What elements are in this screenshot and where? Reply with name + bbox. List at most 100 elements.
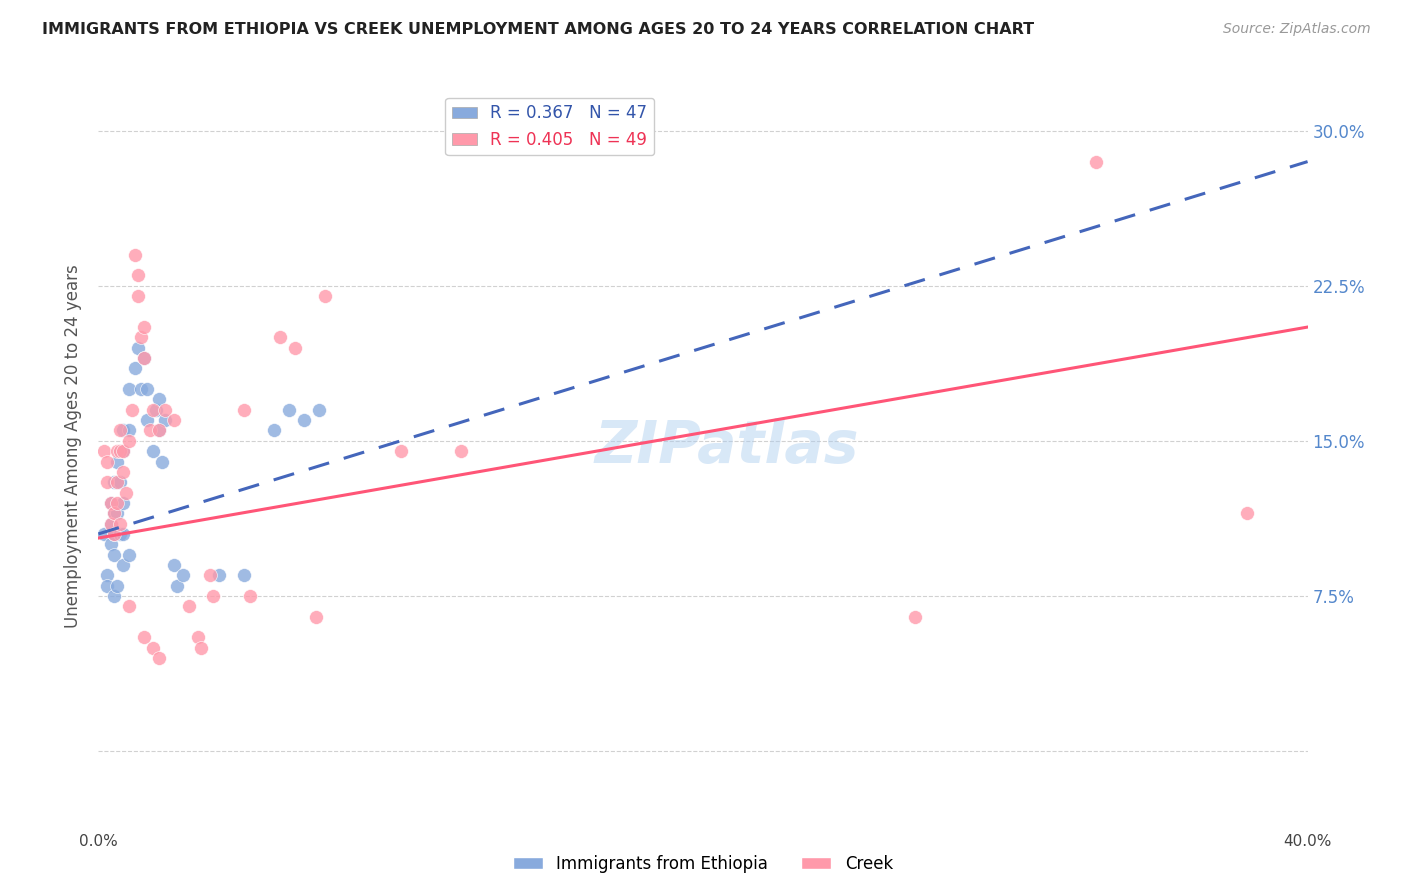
Point	[127, 268, 149, 283]
Point	[93, 527, 115, 541]
Point	[163, 413, 186, 427]
Point	[1236, 506, 1258, 520]
Text: 40.0%: 40.0%	[1284, 834, 1331, 849]
Point	[96, 454, 118, 468]
Point	[179, 599, 201, 614]
Point	[118, 382, 141, 396]
Point	[108, 444, 131, 458]
Point	[108, 475, 131, 490]
Point	[103, 506, 125, 520]
Point	[103, 548, 125, 562]
Point	[127, 289, 149, 303]
Point	[163, 558, 186, 572]
Point	[129, 330, 152, 344]
Point	[121, 402, 143, 417]
Point	[308, 402, 330, 417]
Point	[111, 496, 134, 510]
Point	[145, 402, 167, 417]
Point	[105, 454, 128, 468]
Legend: R = 0.367   N = 47, R = 0.405   N = 49: R = 0.367 N = 47, R = 0.405 N = 49	[446, 97, 654, 155]
Point	[103, 589, 125, 603]
Point	[284, 341, 307, 355]
Point	[105, 475, 128, 490]
Point	[135, 382, 157, 396]
Point	[100, 516, 122, 531]
Point	[190, 640, 212, 655]
Point	[105, 579, 128, 593]
Point	[269, 330, 291, 344]
Point	[118, 599, 141, 614]
Point	[263, 424, 285, 438]
Point	[142, 402, 165, 417]
Point	[148, 651, 170, 665]
Point	[114, 485, 136, 500]
Point	[100, 496, 122, 510]
Point	[148, 424, 170, 438]
Point	[111, 527, 134, 541]
Point	[96, 568, 118, 582]
Point	[277, 402, 299, 417]
Point	[105, 444, 128, 458]
Point	[103, 475, 125, 490]
Point	[202, 589, 225, 603]
Point	[208, 568, 231, 582]
Point	[239, 589, 262, 603]
Text: Source: ZipAtlas.com: Source: ZipAtlas.com	[1223, 22, 1371, 37]
Point	[142, 640, 165, 655]
Point	[132, 351, 155, 365]
Point	[314, 289, 336, 303]
Point	[111, 424, 134, 438]
Point	[111, 558, 134, 572]
Point	[232, 568, 254, 582]
Point	[93, 444, 115, 458]
Point	[292, 413, 315, 427]
Point	[129, 382, 152, 396]
Point	[105, 475, 128, 490]
Point	[103, 527, 125, 541]
Point	[124, 361, 146, 376]
Point	[135, 413, 157, 427]
Point	[200, 568, 222, 582]
Point	[108, 516, 131, 531]
Point	[450, 444, 472, 458]
Point	[103, 527, 125, 541]
Point	[100, 537, 122, 551]
Point	[127, 341, 149, 355]
Point	[96, 475, 118, 490]
Point	[166, 579, 188, 593]
Point	[118, 424, 141, 438]
Point	[100, 496, 122, 510]
Point	[96, 579, 118, 593]
Point	[100, 516, 122, 531]
Point	[132, 320, 155, 334]
Point	[187, 630, 209, 644]
Point	[111, 444, 134, 458]
Point	[132, 351, 155, 365]
Point	[108, 424, 131, 438]
Point	[305, 609, 328, 624]
Point	[103, 506, 125, 520]
Point	[118, 434, 141, 448]
Point	[904, 609, 927, 624]
Point	[111, 444, 134, 458]
Point	[389, 444, 412, 458]
Text: IMMIGRANTS FROM ETHIOPIA VS CREEK UNEMPLOYMENT AMONG AGES 20 TO 24 YEARS CORRELA: IMMIGRANTS FROM ETHIOPIA VS CREEK UNEMPL…	[42, 22, 1035, 37]
Point	[148, 392, 170, 407]
Point	[139, 424, 162, 438]
Point	[108, 444, 131, 458]
Y-axis label: Unemployment Among Ages 20 to 24 years: Unemployment Among Ages 20 to 24 years	[65, 264, 83, 628]
Point	[132, 630, 155, 644]
Text: ZIPatlas: ZIPatlas	[595, 417, 859, 475]
Point	[124, 248, 146, 262]
Point	[108, 527, 131, 541]
Point	[118, 548, 141, 562]
Point	[153, 413, 176, 427]
Point	[111, 465, 134, 479]
Point	[153, 402, 176, 417]
Point	[142, 444, 165, 458]
Point	[150, 454, 173, 468]
Point	[105, 506, 128, 520]
Point	[148, 424, 170, 438]
Point	[105, 496, 128, 510]
Point	[232, 402, 254, 417]
